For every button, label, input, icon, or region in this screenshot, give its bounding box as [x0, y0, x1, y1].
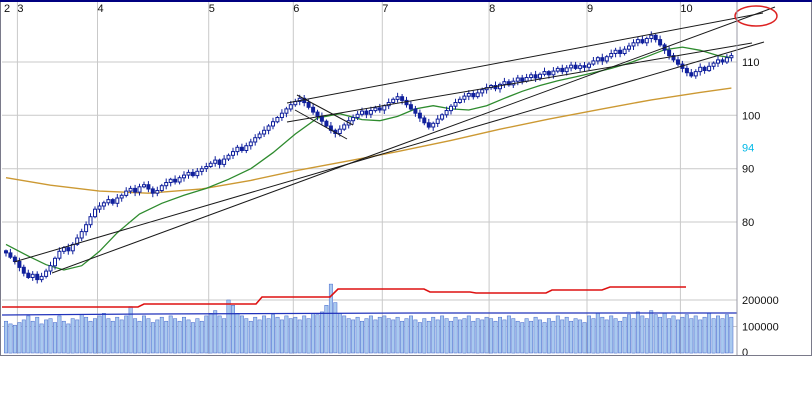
- price-axis-labels: 80 90 100 110: [742, 57, 760, 229]
- special-price-label: 94: [742, 142, 754, 154]
- svg-text:110: 110: [742, 57, 760, 69]
- svg-text:6: 6: [293, 3, 299, 15]
- svg-text:3: 3: [17, 3, 23, 15]
- svg-text:7: 7: [382, 3, 388, 15]
- trendlines: [13, 6, 776, 274]
- svg-text:100: 100: [742, 110, 760, 122]
- svg-text:200000: 200000: [742, 295, 779, 307]
- candlesticks: [4, 31, 734, 284]
- volume-overlay-blue-line: [1, 312, 737, 316]
- svg-text:100000: 100000: [742, 322, 779, 334]
- volume-bars: [4, 283, 734, 354]
- ma-long-line: [5, 87, 732, 194]
- svg-text:4: 4: [98, 3, 104, 15]
- svg-text:5: 5: [209, 3, 215, 15]
- svg-text:0: 0: [742, 347, 748, 359]
- svg-text:2: 2: [4, 3, 10, 15]
- svg-text:8: 8: [489, 3, 495, 15]
- svg-text:9: 9: [587, 3, 593, 15]
- annotation-circle: [734, 5, 778, 27]
- svg-text:90: 90: [742, 164, 754, 176]
- svg-text:10: 10: [680, 3, 692, 15]
- month-axis-labels: 2 3 4 5 6 7 8 9 10: [4, 3, 693, 15]
- grid-lines: [2, 2, 737, 354]
- svg-text:80: 80: [742, 217, 754, 229]
- volume-axis-labels: 0 100000 200000: [742, 295, 779, 359]
- volume-overlay-red-line: [2, 286, 686, 308]
